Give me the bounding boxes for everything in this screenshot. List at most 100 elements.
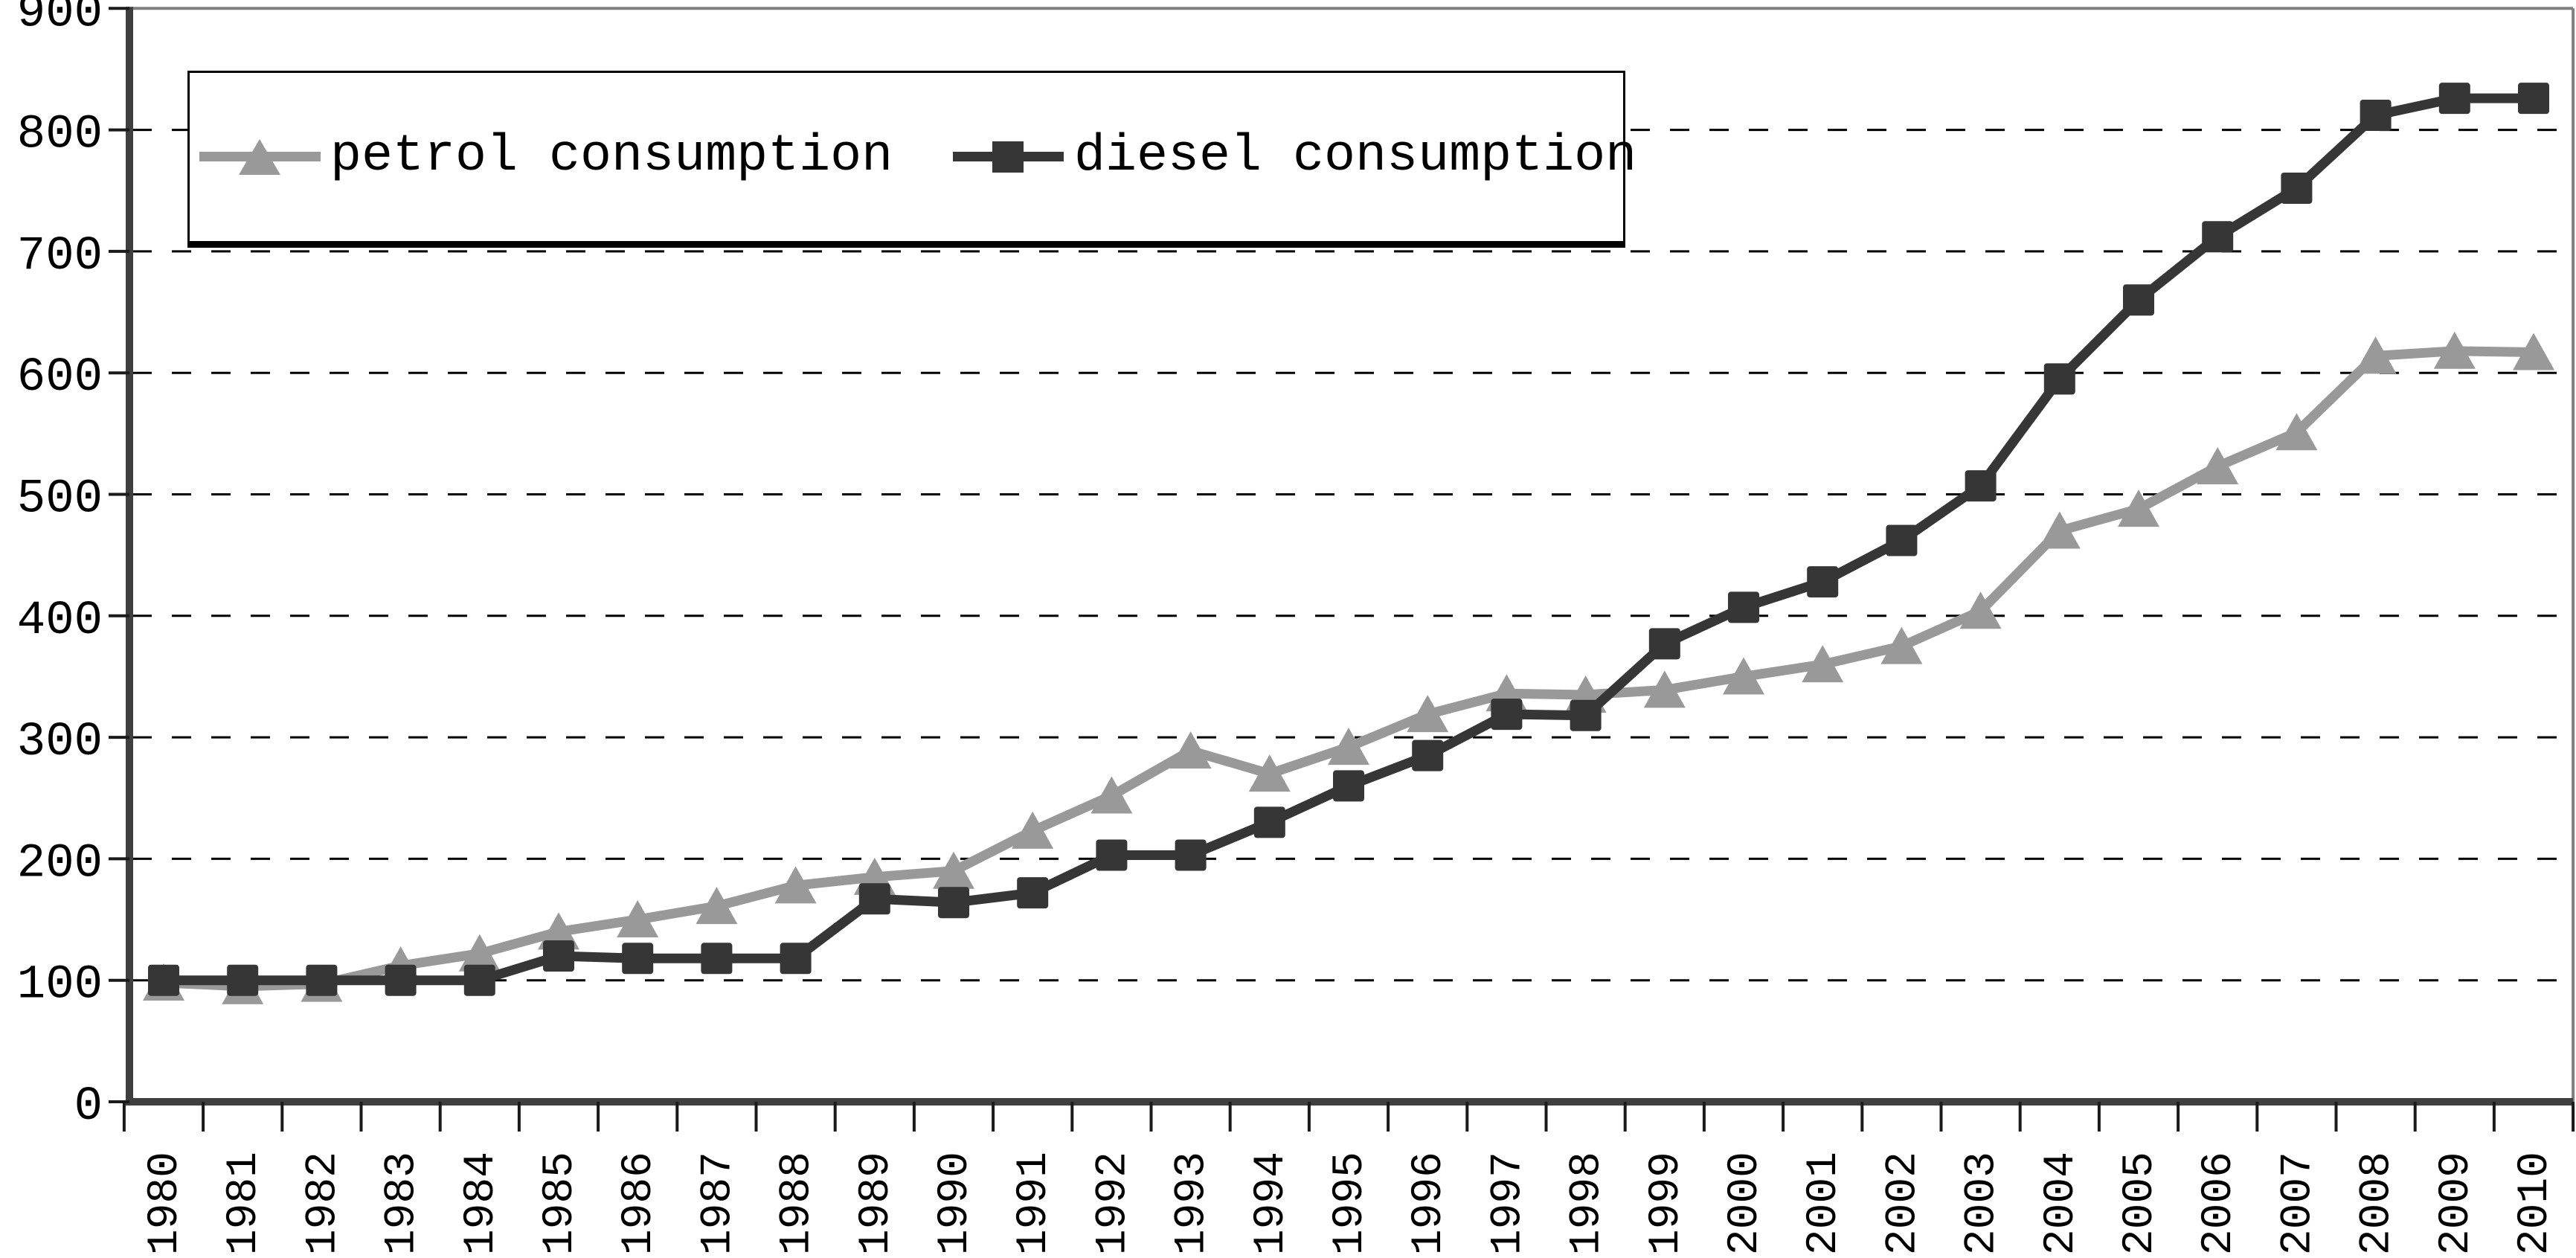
petrol-marker-1993	[1169, 731, 1212, 769]
petrol-marker-1988	[774, 866, 817, 904]
petrol-marker-2003	[1959, 591, 2002, 629]
y-tick-label-500: 500	[17, 473, 103, 527]
diesel-marker-2009	[2438, 83, 2470, 115]
petrol-marker-1990	[933, 851, 974, 889]
y-tick-label-0: 0	[74, 1080, 103, 1134]
y-tick-label-900: 900	[17, 0, 103, 40]
diesel-marker-1997	[1491, 699, 1523, 731]
diesel-marker-1995	[1333, 770, 1364, 802]
diesel-marker-1989	[858, 883, 890, 915]
x-tick-label-1987: 1987	[694, 1152, 742, 1255]
x-tick-label-2000: 2000	[1721, 1152, 1770, 1255]
petrol-marker-1995	[1328, 728, 1369, 766]
petrol-marker-1999	[1643, 670, 1686, 708]
x-tick-label-1993: 1993	[1169, 1152, 1217, 1255]
petrol-marker-1984	[458, 934, 501, 972]
x-tick-label-2002: 2002	[1879, 1152, 1927, 1255]
petrol-marker-2007	[2275, 413, 2318, 451]
diesel-marker-2010	[2518, 83, 2549, 115]
y-tick-label-700: 700	[17, 230, 103, 283]
y-tick-label-300: 300	[17, 716, 103, 769]
petrol-marker-1985	[538, 912, 579, 950]
diesel-marker-2008	[2360, 100, 2392, 132]
x-tick-label-1984: 1984	[457, 1152, 506, 1255]
x-tick-label-2001: 2001	[1800, 1152, 1849, 1255]
diesel-marker-1994	[1253, 806, 1285, 838]
diesel-marker-1984	[463, 964, 495, 996]
petrol-marker-2006	[2197, 446, 2239, 484]
x-tick-label-1990: 1990	[931, 1152, 980, 1255]
legend-entry-petrol: petrol consumption	[190, 73, 948, 241]
x-tick-label-2007: 2007	[2274, 1152, 2322, 1255]
x-tick-label-2010: 2010	[2511, 1152, 2560, 1255]
x-tick-label-1999: 1999	[1642, 1152, 1691, 1255]
petrol-marker-2000	[1723, 657, 1764, 695]
petrol-marker-2004	[2038, 511, 2081, 549]
petrol-marker-1994	[1248, 754, 1291, 792]
diesel-marker-1996	[1412, 739, 1444, 771]
diesel-marker-1983	[385, 964, 417, 996]
petrol-marker-1996	[1407, 695, 1449, 733]
diesel-marker-1987	[701, 943, 733, 975]
x-tick-label-1996: 1996	[1405, 1152, 1454, 1255]
x-tick-label-2005: 2005	[2116, 1152, 2165, 1255]
diesel-square-icon	[992, 141, 1024, 173]
petrol-series-line	[163, 346, 2534, 992]
petrol-marker-2008	[2354, 336, 2397, 374]
diesel-marker-1998	[1570, 699, 1602, 731]
diesel-marker-2007	[2281, 172, 2313, 204]
diesel-marker-2001	[1807, 566, 1839, 598]
chart-legend: petrol consumption diesel consumption	[187, 71, 1637, 248]
y-tick-label-400: 400	[17, 594, 103, 648]
diesel-marker-2005	[2123, 284, 2154, 316]
x-tick-label-1989: 1989	[852, 1152, 901, 1255]
diesel-marker-1993	[1175, 839, 1207, 871]
diesel-marker-1990	[938, 887, 969, 919]
x-tick-label-1981: 1981	[220, 1152, 269, 1255]
diesel-marker-1992	[1096, 839, 1128, 871]
x-tick-label-1995: 1995	[1326, 1152, 1375, 1255]
x-tick-label-2003: 2003	[1959, 1152, 2007, 1255]
petrol-marker-1987	[696, 887, 738, 925]
x-tick-label-2009: 2009	[2432, 1152, 2481, 1255]
petrol-marker-1986	[617, 900, 659, 938]
x-tick-label-1985: 1985	[536, 1152, 585, 1255]
petrol-marker-2005	[2118, 490, 2159, 527]
x-tick-label-2008: 2008	[2354, 1152, 2402, 1255]
petrol-marker-2002	[1880, 626, 1923, 664]
diesel-marker-1988	[780, 943, 812, 975]
petrol-marker-2001	[1802, 645, 1844, 683]
x-tick-label-2006: 2006	[2195, 1152, 2243, 1255]
legend-entry-diesel: diesel consumption	[948, 73, 1637, 241]
x-tick-label-1988: 1988	[774, 1152, 822, 1255]
x-tick-label-1994: 1994	[1247, 1152, 1296, 1255]
legend-label-petrol: petrol consumption	[330, 127, 893, 186]
x-tick-label-1991: 1991	[1010, 1152, 1059, 1255]
diesel-marker-1991	[1017, 877, 1049, 909]
diesel-marker-2002	[1886, 524, 1918, 556]
diesel-marker-2003	[1965, 470, 1997, 502]
x-tick-label-1980: 1980	[141, 1152, 190, 1255]
diesel-marker-1981	[227, 964, 259, 996]
diesel-marker-2006	[2202, 221, 2234, 253]
x-tick-label-1992: 1992	[1089, 1152, 1137, 1255]
x-tick-label-1986: 1986	[615, 1152, 664, 1255]
diesel-marker-1999	[1648, 628, 1680, 660]
petrol-marker-1991	[1012, 811, 1054, 849]
legend-label-diesel: diesel consumption	[1074, 127, 1637, 186]
y-tick-label-100: 100	[17, 959, 103, 1013]
petrol-marker-2009	[2433, 331, 2476, 369]
petrol-triangle-icon	[239, 139, 280, 175]
petrol-marker-2010	[2513, 333, 2554, 370]
x-tick-label-1982: 1982	[299, 1152, 347, 1255]
diesel-marker-1986	[622, 943, 654, 975]
x-tick-label-1983: 1983	[379, 1152, 427, 1255]
diesel-marker-1985	[543, 940, 574, 972]
diesel-marker-1982	[306, 964, 338, 996]
x-tick-label-1997: 1997	[1484, 1152, 1532, 1255]
diesel-marker-2004	[2043, 363, 2075, 395]
y-tick-label-200: 200	[17, 837, 103, 890]
y-tick-label-800: 800	[17, 109, 103, 162]
